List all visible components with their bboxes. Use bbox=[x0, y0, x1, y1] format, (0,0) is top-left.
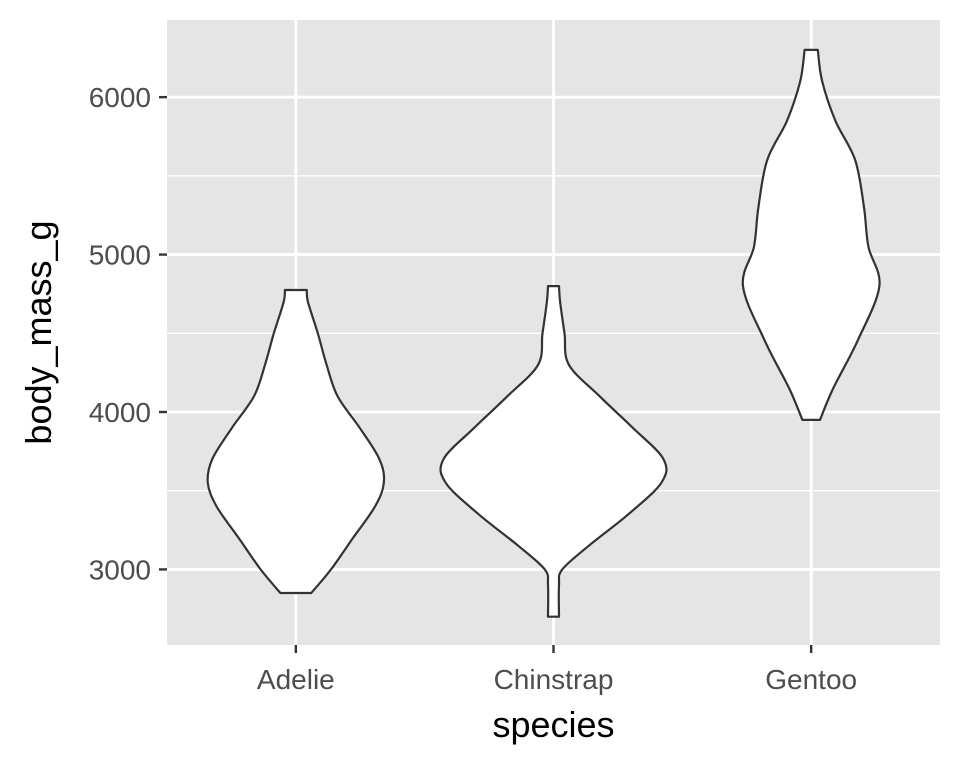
x-axis-title: species bbox=[492, 704, 614, 745]
y-axis-title: body_mass_g bbox=[18, 220, 59, 444]
y-tick-label: 6000 bbox=[89, 82, 151, 113]
y-tick-label: 4000 bbox=[89, 397, 151, 428]
violin-chinstrap bbox=[439, 285, 668, 618]
x-tick-label: Chinstrap bbox=[494, 664, 614, 695]
violins bbox=[206, 48, 881, 618]
violin-gentoo bbox=[741, 48, 881, 421]
y-tick-label: 3000 bbox=[89, 554, 151, 585]
violin-adelie bbox=[206, 288, 386, 595]
y-tick-label: 5000 bbox=[89, 240, 151, 271]
x-tick-label: Gentoo bbox=[765, 664, 857, 695]
tick-labels: 3000 4000 5000 6000 Adelie Chinstrap Gentoo bbox=[89, 82, 857, 695]
axis-ticks bbox=[159, 95, 813, 653]
x-tick-label: Adelie bbox=[257, 664, 335, 695]
